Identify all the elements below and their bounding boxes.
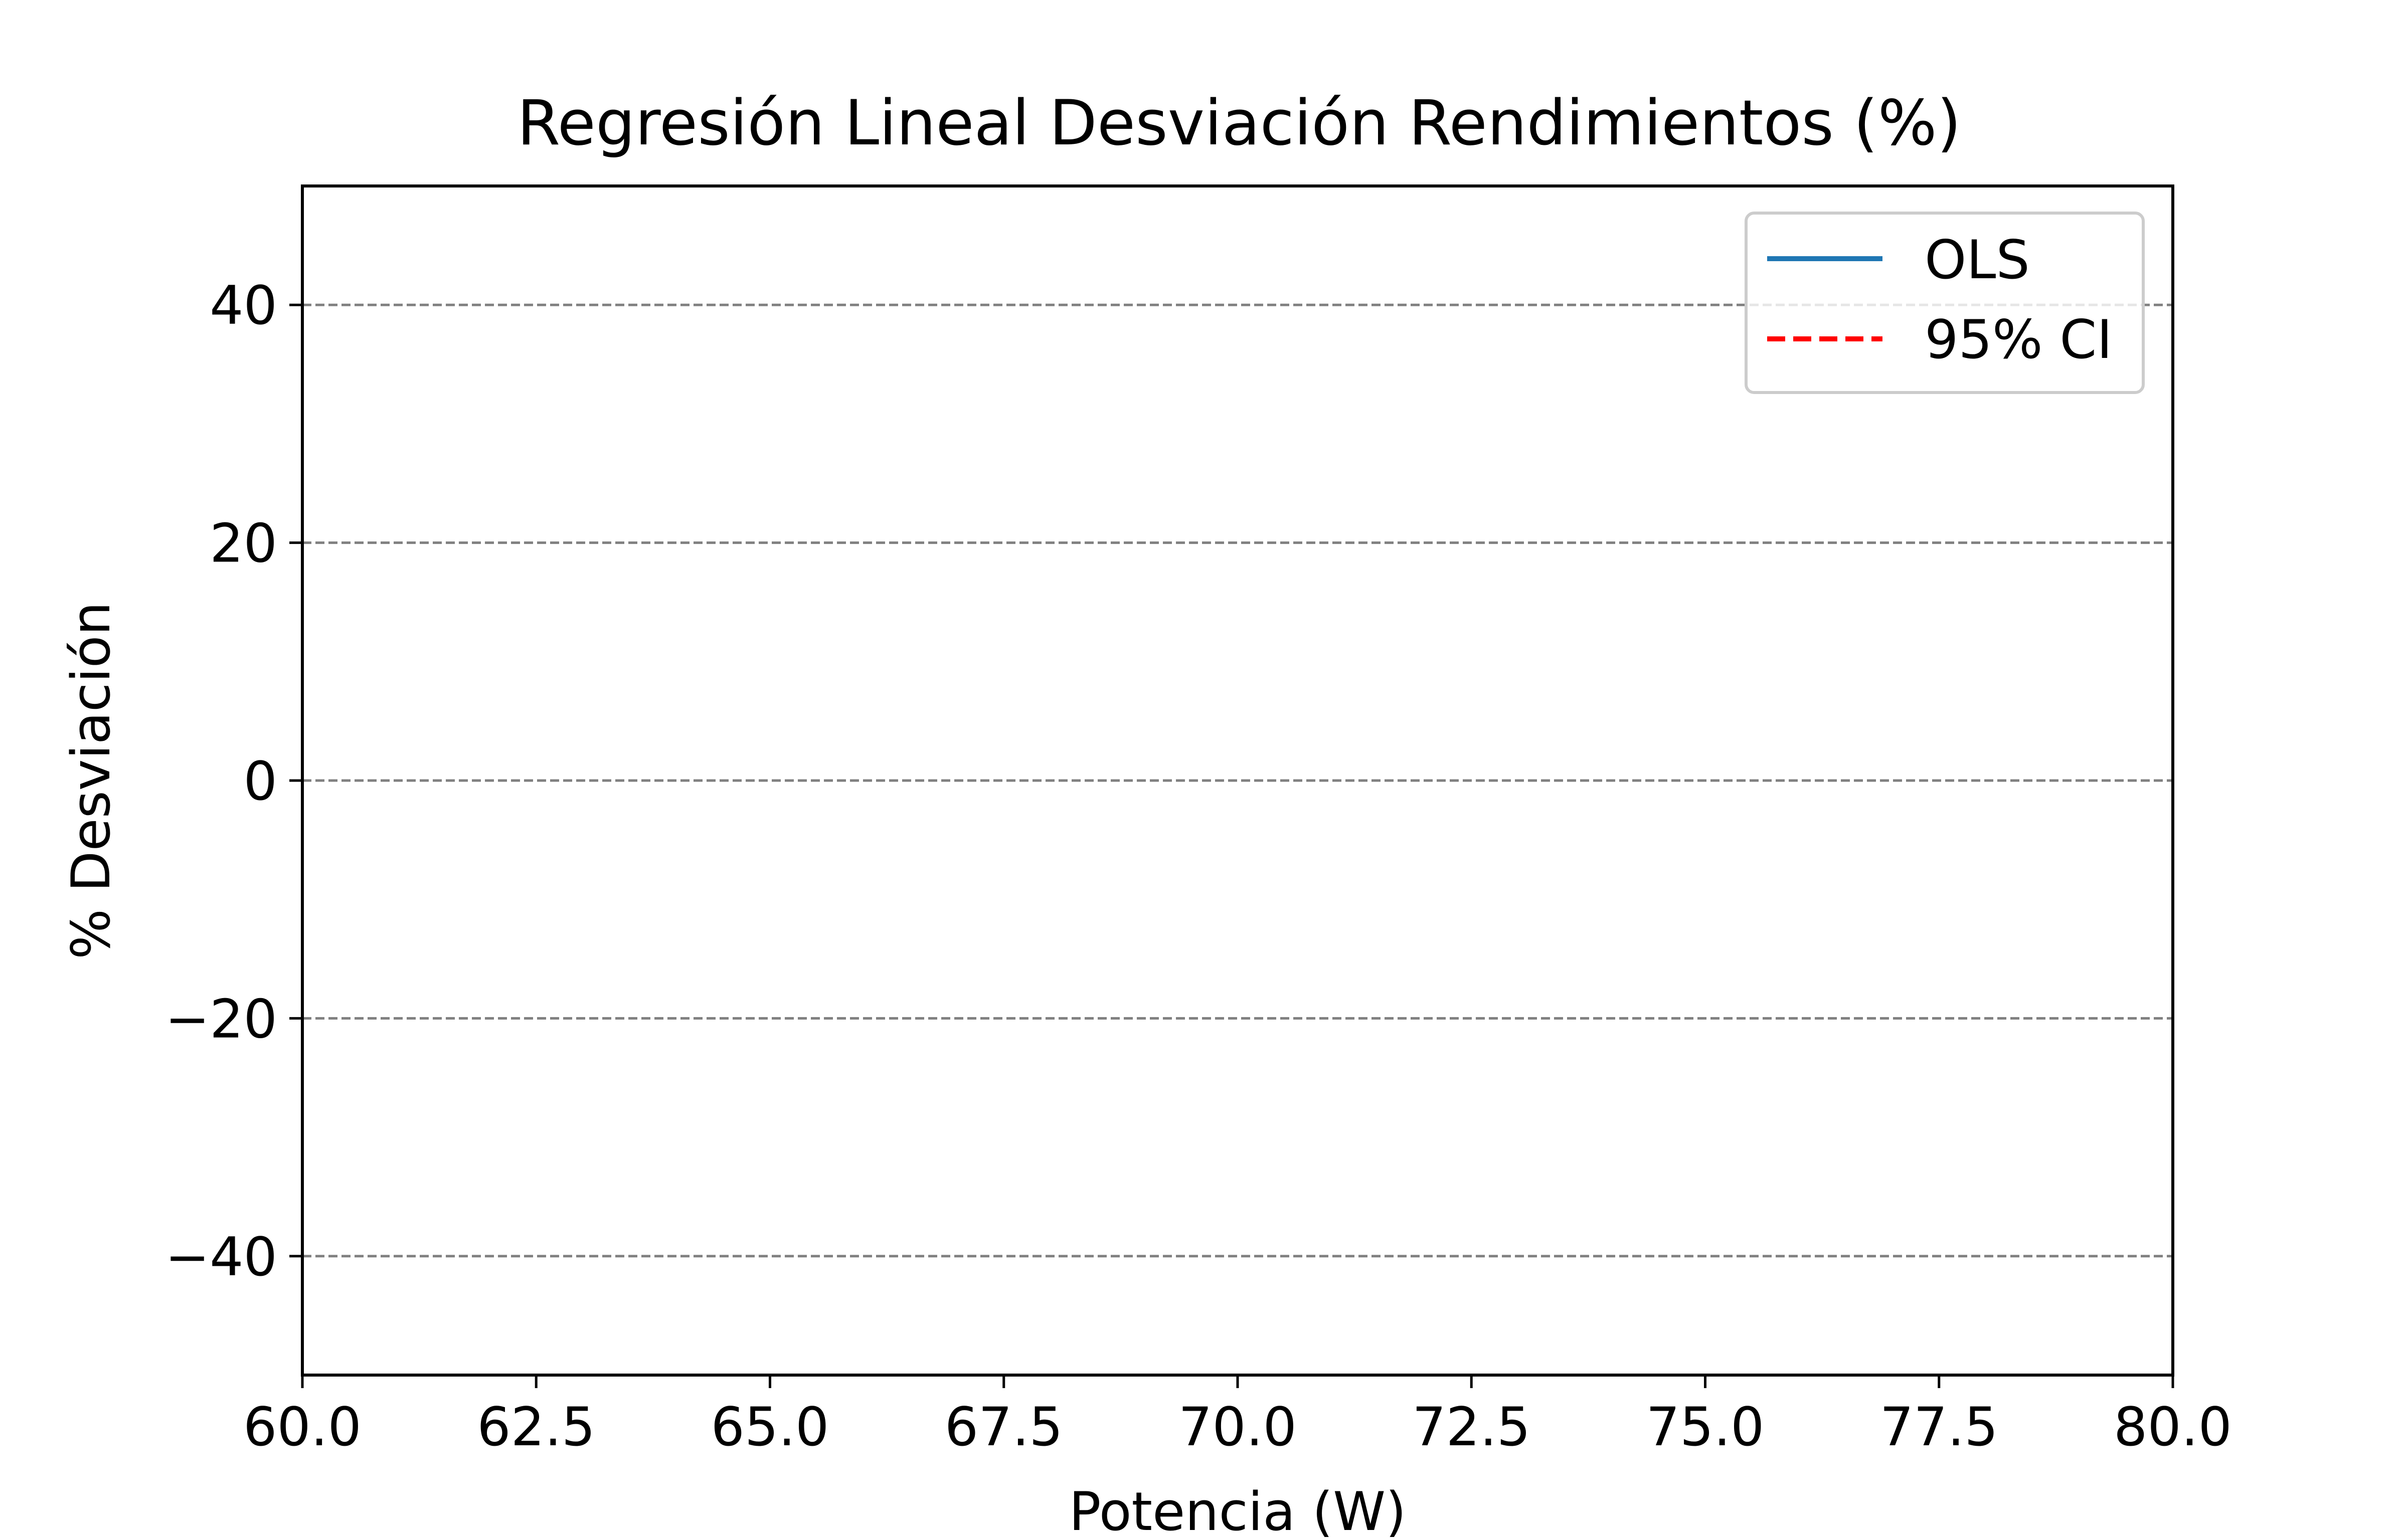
x-tick-label: 80.0 xyxy=(2114,1396,2232,1458)
y-axis-label: % Desviación xyxy=(60,602,122,959)
y-axis-ticks: −40 −20 0 20 40 xyxy=(165,275,302,1288)
x-tick-label: 72.5 xyxy=(1412,1396,1530,1458)
x-tick-label: 75.0 xyxy=(1646,1396,1764,1458)
y-tick-label: 20 xyxy=(210,513,277,574)
x-tick-label: 65.0 xyxy=(711,1396,829,1458)
x-tick-label: 70.0 xyxy=(1178,1396,1297,1458)
y-tick-label: −40 xyxy=(165,1226,277,1288)
legend-label-95-ci: 95% CI xyxy=(1925,309,2113,370)
x-tick-label: 77.5 xyxy=(1880,1396,1998,1458)
x-tick-label: 67.5 xyxy=(945,1396,1063,1458)
chart-title: Regresión Lineal Desviación Rendimientos… xyxy=(517,87,1961,159)
x-tick-label: 62.5 xyxy=(477,1396,595,1458)
x-axis-label: Potencia (W) xyxy=(1069,1481,1407,1540)
x-axis-ticks: 60.0 62.5 65.0 67.5 70.0 72.5 75.0 77.5 80.0 xyxy=(243,1375,2232,1458)
y-tick-label: −20 xyxy=(165,988,277,1050)
y-tick-label: 0 xyxy=(244,750,277,812)
legend: OLS 95% CI xyxy=(1745,212,2145,394)
x-tick-label: 60.0 xyxy=(243,1396,362,1458)
legend-label-ols: OLS xyxy=(1925,229,2030,291)
y-tick-label: 40 xyxy=(210,275,277,336)
